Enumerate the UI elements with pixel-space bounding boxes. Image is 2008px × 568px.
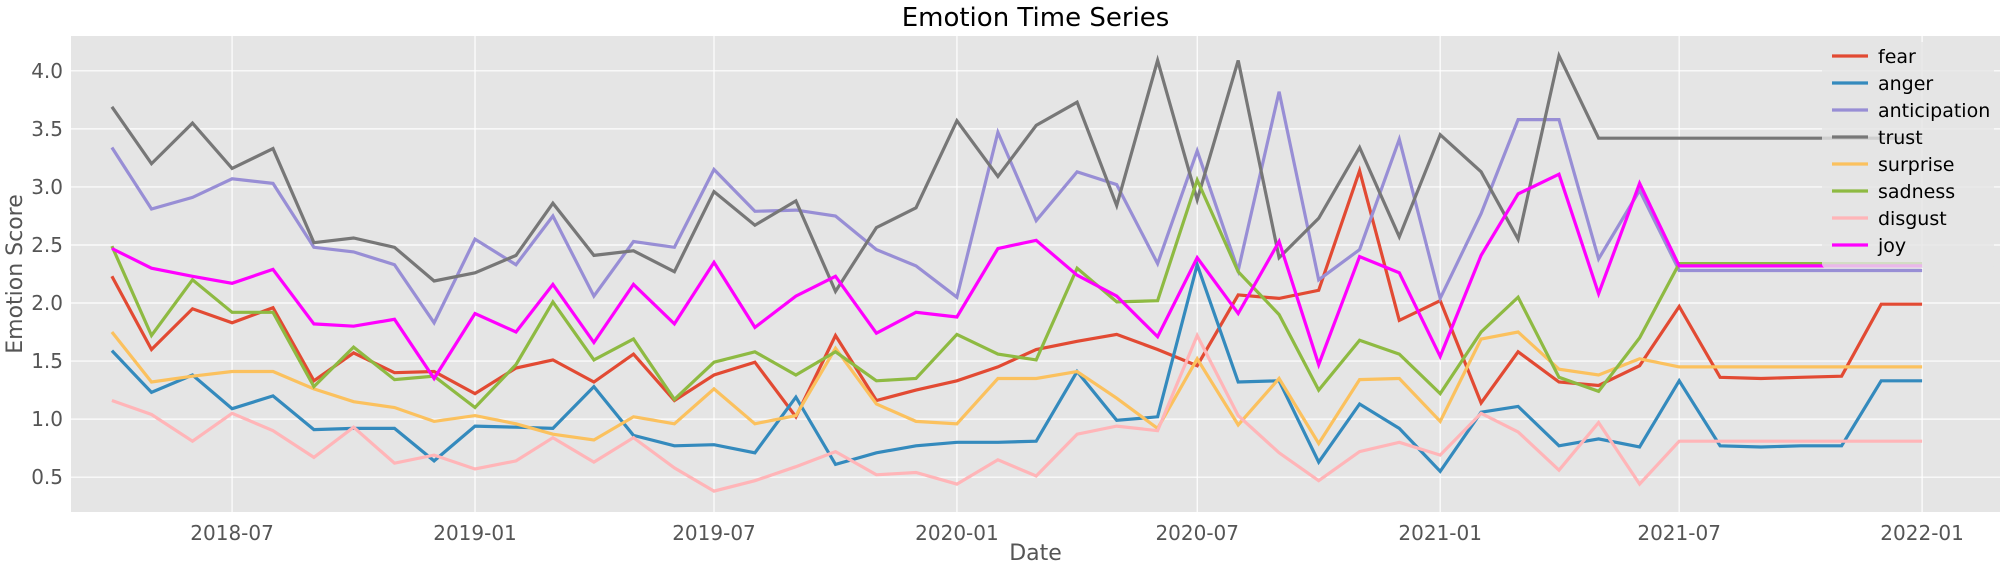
legend-box: [1822, 42, 1994, 268]
series-line-disgust: [111, 331, 1923, 493]
x-tick-label: 2019-01: [433, 521, 517, 545]
series-line-sadness: [110, 175, 1923, 410]
x-tick-label: 2021-07: [1637, 521, 1721, 545]
y-tick-label: 2.0: [31, 291, 63, 315]
legend-label-anticipation: anticipation: [1878, 100, 1990, 122]
legend-label-sadness: sadness: [1878, 181, 1955, 203]
series-line-anger: [110, 259, 1923, 474]
x-tick-label: 2019-07: [672, 521, 756, 545]
series-line-joy: [111, 171, 1923, 382]
series-line-trust: [110, 50, 1923, 295]
legend-label-joy: joy: [1877, 235, 1906, 257]
x-tick-label: 2022-01: [1880, 521, 1964, 545]
x-tick-label: 2020-07: [1155, 521, 1239, 545]
series-lines: [110, 50, 1923, 493]
y-tick-label: 1.0: [31, 407, 63, 431]
legend-label-surprise: surprise: [1878, 154, 1955, 176]
x-tick-labels: 2018-07 2019-01 2019-07 2020-01 2020-07 2021-…: [190, 521, 1964, 545]
x-axis-label: Date: [1009, 541, 1062, 566]
legend-label-anger: anger: [1878, 73, 1933, 95]
y-axis-label: Emotion Score: [3, 194, 28, 354]
series-line-anticipation: [110, 91, 1923, 326]
y-tick-label: 2.5: [31, 233, 63, 257]
x-tick-label: 2020-01: [915, 521, 999, 545]
legend-label-fear: fear: [1878, 46, 1916, 68]
y-tick-label: 3.5: [31, 117, 63, 141]
plot-background: [71, 36, 2000, 512]
y-tick-label: 4.0: [31, 59, 63, 83]
x-tick-label: 2021-01: [1398, 521, 1482, 545]
y-tick-label: 3.0: [31, 175, 63, 199]
y-tick-label: 1.5: [31, 349, 63, 373]
chart-title: Emotion Time Series: [902, 3, 1170, 33]
legend: fear anger anticipation trust surprise sadnes…: [1822, 42, 1994, 268]
legend-label-trust: trust: [1878, 127, 1923, 149]
legend-label-disgust: disgust: [1878, 208, 1947, 230]
y-tick-label: 0.5: [31, 465, 63, 489]
y-tick-labels: 0.5 1.0 1.5 2.0 2.5 3.0 3.5 4.0: [31, 59, 63, 489]
x-tick-label: 2018-07: [190, 521, 274, 545]
